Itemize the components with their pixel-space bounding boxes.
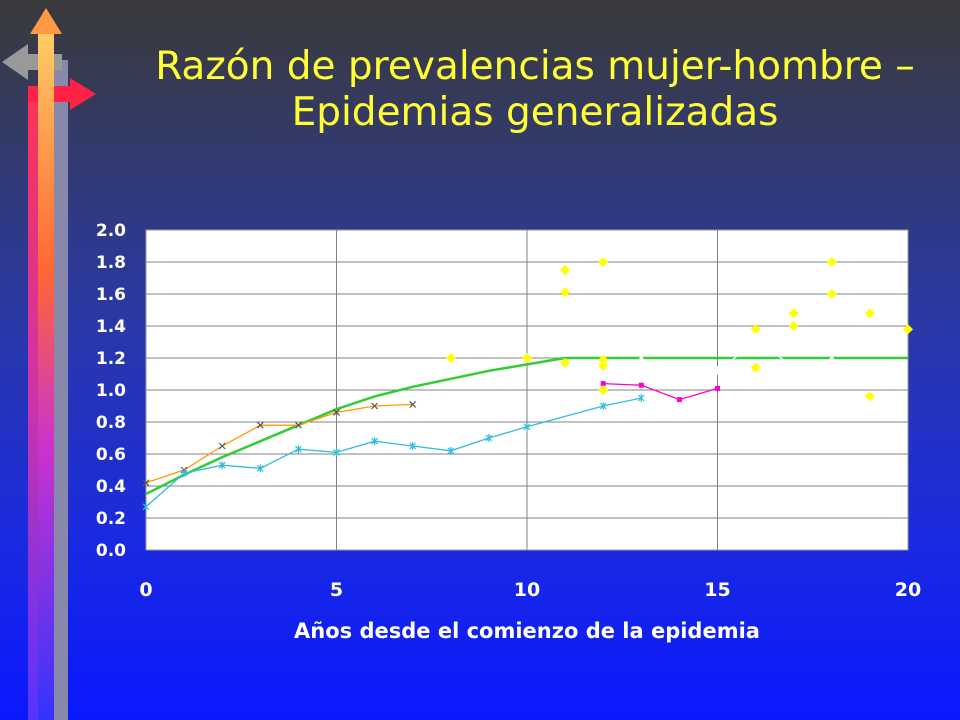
x-axis-ticks: 0 5 10 15 20 [139, 579, 921, 601]
y-tick-label: 1.0 [96, 381, 126, 401]
yellow-point [903, 324, 913, 335]
y-tick-label: 1.4 [96, 317, 126, 337]
yellow-point [445, 353, 456, 363]
x-axis-label: Años desde el comienzo de la epidemia [294, 619, 760, 643]
cyan-point [142, 502, 150, 511]
slide-title: Razón de prevalencias mujer-hombre – Epi… [110, 44, 960, 136]
white-line [564, 341, 832, 374]
magenta-point [676, 397, 682, 403]
y-tick-label: 1.2 [96, 349, 126, 369]
orange-point [218, 442, 226, 450]
yellow-point [826, 257, 837, 267]
y-tick-label: 1.6 [96, 285, 126, 305]
x-tick-label: 15 [704, 579, 730, 601]
orange-line [145, 403, 413, 484]
title-line-1: Razón de prevalencias mujer-hombre – [155, 44, 915, 89]
plot-frame [145, 229, 909, 551]
cyan-point [485, 434, 493, 442]
cyan-point [523, 422, 531, 431]
cyan-point [447, 446, 455, 455]
yellow-point [598, 354, 609, 365]
series-white [560, 337, 837, 377]
magenta-point [715, 385, 720, 391]
yellow-point [560, 357, 571, 368]
yellow-point [560, 265, 571, 275]
magenta-line [603, 382, 718, 401]
series-cyan [142, 394, 645, 511]
series-layer [142, 257, 913, 511]
cyan-point [637, 394, 645, 402]
orange-point [409, 400, 417, 408]
cyan-point [180, 469, 188, 478]
orange-point [333, 408, 340, 416]
up-arrow-icon [30, 8, 62, 720]
series-yellow [445, 257, 913, 402]
y-axis-ticks: 0.0 0.2 0.4 0.6 0.8 1.0 1.2 1.4 1.6 1.8 2.0 [96, 221, 126, 561]
y-tick-label: 0.4 [96, 477, 126, 497]
white-point [636, 354, 647, 364]
yellow-point [788, 321, 799, 331]
yellow-point [750, 362, 761, 373]
white-point [826, 354, 837, 364]
white-point [750, 337, 761, 346]
yellow-point [598, 361, 609, 371]
series-magenta [600, 381, 720, 403]
cyan-point [333, 448, 340, 457]
yellow-point [864, 308, 875, 319]
white-point [674, 362, 685, 372]
cyan-point [256, 464, 264, 473]
y-tick-label: 0.2 [96, 509, 126, 529]
y-tick-label: 0.0 [96, 541, 126, 561]
cyan-point [599, 402, 607, 410]
y-tick-label: 2.0 [96, 221, 126, 241]
cyan-point [294, 445, 302, 454]
cyan-point [371, 437, 379, 446]
title-line-2: Epidemias generalizadas [291, 90, 779, 135]
magenta-point [638, 382, 644, 388]
white-point [598, 367, 609, 377]
yellow-point [826, 289, 837, 299]
yellow-point [560, 287, 571, 298]
x-tick-label: 10 [514, 579, 540, 601]
x-tick-label: 5 [330, 579, 343, 601]
orange-point [256, 421, 264, 429]
yellow-point [788, 308, 799, 319]
cyan-point [218, 461, 226, 470]
yellow-point [864, 391, 875, 402]
x-tick-label: 0 [139, 579, 152, 601]
yellow-point [598, 385, 609, 395]
orange-point [294, 421, 302, 429]
cyan-point [409, 442, 417, 450]
y-tick-label: 0.6 [96, 445, 126, 465]
x-tick-label: 20 [895, 579, 921, 601]
yellow-point [522, 353, 532, 363]
yellow-point [750, 324, 761, 335]
white-point [788, 361, 799, 370]
y-tick-label: 1.8 [96, 253, 126, 273]
grid-lines [145, 229, 909, 551]
left-arrow-icon [2, 44, 68, 720]
orange-point [142, 479, 150, 487]
orange-point [371, 402, 379, 410]
magenta-point [600, 381, 606, 387]
yellow-point [598, 257, 609, 267]
white-point [712, 365, 723, 375]
y-tick-label: 0.8 [96, 413, 126, 433]
